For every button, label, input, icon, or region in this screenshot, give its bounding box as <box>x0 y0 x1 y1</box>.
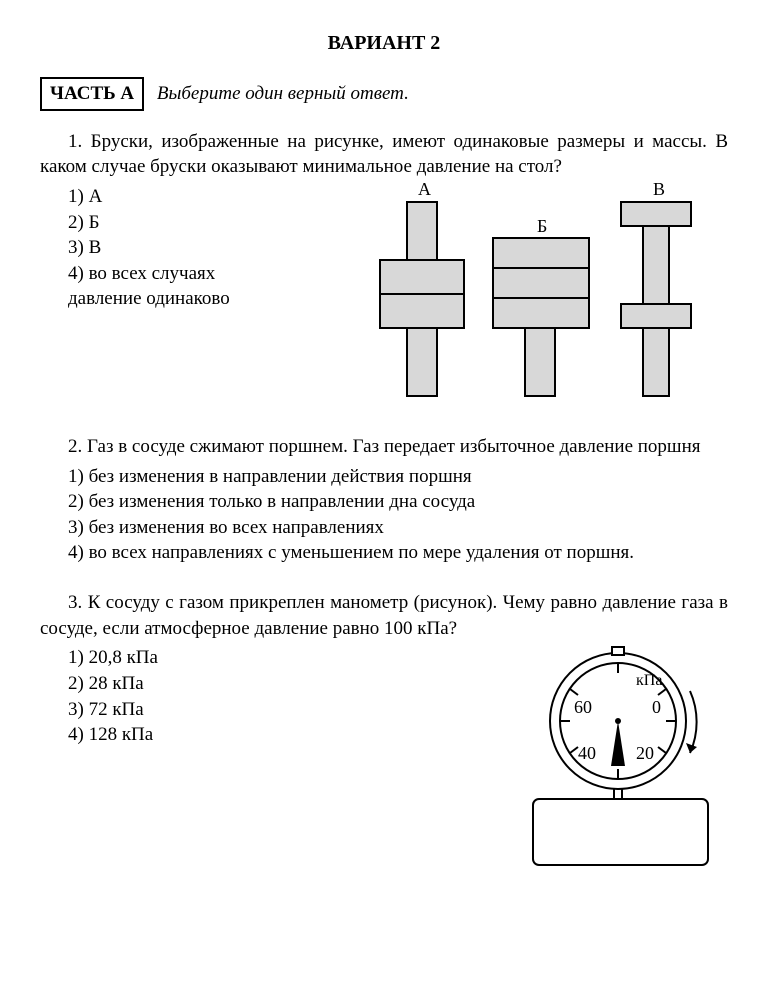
part-header: ЧАСТЬ А Выберите один верный ответ. <box>40 77 728 111</box>
label-v: В <box>653 180 665 199</box>
q1-options: 1) А 2) Б 3) В 4) во всех случаях давлен… <box>68 184 329 312</box>
q1-opt-3: 3) В <box>68 235 329 261</box>
question-3: 3. К сосуду с газом прикреплен манометр … <box>40 590 728 871</box>
part-instruction: Выберите один верный ответ. <box>157 83 409 104</box>
q2-text: 2. Газ в сосуде сжимают поршнем. Газ пер… <box>40 434 728 460</box>
q3-opt-3: 3) 72 кПа <box>68 697 418 723</box>
label-b: Б <box>537 216 547 236</box>
q3-opt-4: 4) 128 кПа <box>68 722 418 748</box>
q1-text: 1. Бруски, изображенные на рисунке, имею… <box>40 129 728 180</box>
gauge-60: 60 <box>574 697 592 717</box>
q1-opt-1: 1) А <box>68 184 329 210</box>
q1-opt-4: 4) во всех случаях <box>68 261 329 287</box>
variant-title: ВАРИАНТ 2 <box>40 30 728 57</box>
stack-b <box>493 238 589 396</box>
vessel-box <box>533 799 708 865</box>
manometer-diagram: кПа 0 20 40 60 <box>518 641 728 871</box>
q3-opt-1: 1) 20,8 кПа <box>68 645 418 671</box>
stack-v <box>621 202 691 396</box>
question-1: 1. Бруски, изображенные на рисунке, имею… <box>40 129 728 410</box>
q2-opt-4: 4) во всех направлениях с уменьшением по… <box>68 540 728 566</box>
gauge-unit: кПа <box>636 672 662 689</box>
question-2: 2. Газ в сосуде сжимают поршнем. Газ пер… <box>40 434 728 566</box>
q1-figure: А Б В <box>329 180 728 410</box>
gauge-0: 0 <box>652 697 661 717</box>
gauge-40: 40 <box>578 743 596 763</box>
gauge-arrow <box>686 691 697 753</box>
q3-options: 1) 20,8 кПа 2) 28 кПа 3) 72 кПа 4) 128 к… <box>68 645 418 748</box>
q2-options: 1) без изменения в направлении действия … <box>68 464 728 567</box>
q2-opt-3: 3) без изменения во всех направлениях <box>68 515 728 541</box>
q3-text: 3. К сосуду с газом прикреплен манометр … <box>40 590 728 641</box>
part-label-box: ЧАСТЬ А <box>40 77 144 111</box>
q1-opt-2: 2) Б <box>68 210 329 236</box>
q2-opt-1: 1) без изменения в направлении действия … <box>68 464 728 490</box>
q3-figure: кПа 0 20 40 60 <box>418 641 728 871</box>
q1-opt-4b: давление одинаково <box>68 286 329 312</box>
bricks-diagram: А Б В <box>363 180 693 410</box>
gauge-needle <box>611 721 625 766</box>
gauge-20: 20 <box>636 743 654 763</box>
label-a: А <box>418 180 431 199</box>
stack-a <box>380 202 464 396</box>
q2-opt-2: 2) без изменения только в направлении дн… <box>68 489 728 515</box>
q3-opt-2: 2) 28 кПа <box>68 671 418 697</box>
